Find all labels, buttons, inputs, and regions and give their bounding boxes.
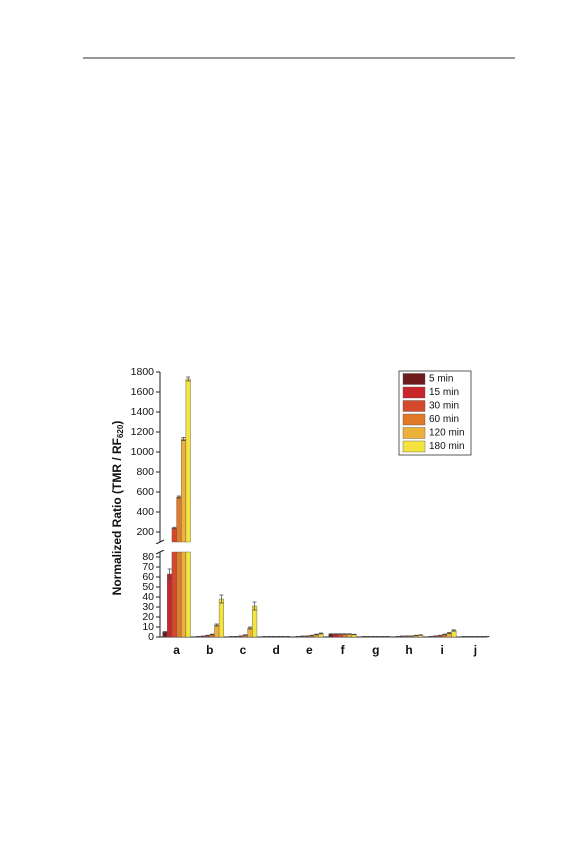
y-tick-label: 30 — [142, 601, 154, 613]
y-axis-title: Normalized Ratio (TMR / RF620) — [110, 421, 125, 596]
error-bar — [437, 634, 442, 637]
y-tick-label: 50 — [142, 581, 154, 593]
legend-label: 180 min — [429, 441, 465, 452]
x-tick-label: a — [173, 643, 180, 657]
error-bar — [252, 601, 257, 611]
error-bar — [319, 632, 324, 635]
bar — [214, 624, 220, 638]
y-tick-label: 80 — [142, 551, 154, 563]
break-mark — [155, 539, 165, 545]
error-bar — [352, 633, 357, 636]
legend-label: 30 min — [429, 401, 459, 412]
error-bar — [447, 632, 452, 634]
error-bar — [162, 631, 167, 633]
axis-break-gap — [154, 544, 492, 550]
bar-lower-part — [176, 551, 182, 638]
legend-swatch — [402, 386, 426, 399]
legend-swatch — [402, 400, 426, 412]
y-tick-label: 10 — [142, 621, 154, 633]
x-tick-label: b — [206, 643, 213, 657]
error-bar — [342, 633, 347, 635]
error-bar — [333, 633, 338, 635]
y-tick-label: 800 — [136, 466, 154, 478]
y-title-end: ) — [110, 421, 124, 425]
bar — [176, 496, 182, 543]
error-bar — [181, 437, 186, 441]
error-bar — [314, 633, 319, 636]
x-tick-label: c — [240, 643, 247, 657]
error-bar — [328, 633, 333, 635]
bar — [171, 527, 177, 543]
bar — [181, 438, 187, 543]
x-tick-label: e — [306, 643, 313, 657]
error-bar — [309, 634, 314, 637]
x-tick-label: f — [341, 643, 346, 657]
y-title-subscript: 620 — [116, 424, 125, 438]
y-tick-label: 200 — [136, 526, 154, 538]
error-bar — [176, 495, 181, 499]
bar — [167, 573, 173, 638]
error-bar — [451, 629, 456, 632]
legend-label: 15 min — [429, 387, 459, 398]
x-tick-label: i — [441, 643, 444, 657]
y-tick-label: 0 — [148, 631, 154, 643]
legend-swatch — [402, 427, 426, 439]
bar-lower-part — [181, 551, 187, 638]
x-tick-label: h — [405, 643, 412, 657]
error-bar — [214, 623, 219, 627]
error-bar — [219, 594, 224, 604]
error-bar — [243, 634, 248, 636]
error-bar — [442, 633, 447, 636]
y-tick-label: 40 — [142, 591, 154, 603]
y-tick-label: 70 — [142, 561, 154, 573]
error-bar — [418, 634, 423, 636]
legend-swatch — [402, 413, 426, 426]
y-tick-label: 1200 — [131, 426, 155, 438]
bar — [185, 378, 191, 543]
error-bar — [247, 626, 252, 630]
x-tick-label: g — [372, 643, 379, 657]
y-tick-label: 1400 — [131, 406, 155, 418]
y-tick-label: 20 — [142, 611, 154, 623]
y-tick-label: 60 — [142, 571, 154, 583]
error-bar — [186, 376, 191, 382]
error-bar — [338, 633, 343, 635]
legend-label: 5 min — [429, 374, 453, 385]
bar — [451, 630, 457, 638]
y-tick-label: 600 — [136, 486, 154, 498]
y-tick-label: 1000 — [131, 446, 155, 458]
error-bar — [347, 633, 352, 635]
x-tick-label: d — [273, 643, 280, 657]
bar — [252, 605, 258, 638]
x-tick-label: j — [473, 643, 477, 657]
y-title-main: Normalized Ratio (TMR / RF — [110, 438, 124, 595]
bar — [218, 598, 224, 638]
bar-lower-part — [171, 551, 177, 638]
legend-swatch — [402, 373, 426, 385]
y-tick-label: 1600 — [131, 386, 155, 398]
y-tick-label: 400 — [136, 506, 154, 518]
error-bar — [413, 634, 418, 637]
error-bar — [167, 568, 172, 580]
break-mark — [155, 549, 165, 555]
error-bar — [172, 526, 177, 530]
bar-lower-part — [185, 551, 191, 638]
legend-label: 120 min — [429, 428, 465, 439]
y-tick-label: 1800 — [131, 366, 155, 378]
legend-label: 60 min — [429, 414, 459, 425]
legend-swatch — [402, 440, 426, 453]
error-bar — [210, 633, 215, 636]
error-bar — [205, 634, 210, 637]
